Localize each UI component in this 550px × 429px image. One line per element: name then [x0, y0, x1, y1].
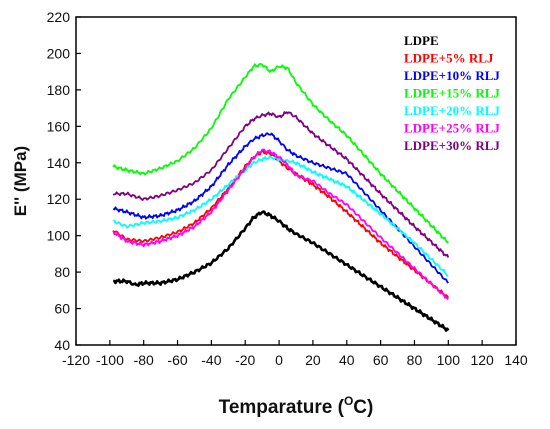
legend-entry-3: LDPE+15% RLJ — [404, 86, 500, 101]
x-axis-title-main: Temparature ( — [219, 397, 345, 418]
y-tick-label: 120 — [47, 191, 71, 207]
legend-entry-1: LDPE+5% RLJ — [404, 51, 494, 66]
x-axis-title-unit: C) — [353, 397, 373, 418]
y-tick-label: 160 — [47, 118, 71, 134]
legend-entry-0: LDPE — [404, 33, 439, 48]
x-tick-label: -120 — [62, 352, 90, 368]
plot-frame — [75, 16, 517, 346]
legend-entry-6: LDPE+30% RLJ — [404, 138, 500, 153]
x-tick-label: 20 — [305, 352, 321, 368]
y-tick-label: 60 — [54, 301, 70, 317]
series-line-6 — [112, 111, 450, 258]
y-tick-label: 200 — [47, 45, 71, 61]
x-tick-label: 100 — [437, 352, 461, 368]
y-tick-label: 140 — [47, 155, 71, 171]
y-axis-title: E'' (MPa) — [11, 146, 30, 216]
y-tick-label: 40 — [54, 337, 70, 353]
x-axis-title: Temparature (OC) — [219, 394, 374, 418]
series-line-3 — [112, 63, 449, 244]
x-tick-label: -40 — [201, 352, 221, 368]
x-tick-label: -20 — [235, 352, 255, 368]
series-line-2 — [112, 132, 449, 284]
series-line-5 — [112, 148, 449, 301]
y-tick-label: 220 — [47, 9, 71, 25]
x-tick-label: 60 — [373, 352, 389, 368]
legend-entry-5: LDPE+25% RLJ — [404, 121, 500, 136]
y-tick-label: 80 — [54, 264, 70, 280]
legend-entry-2: LDPE+10% RLJ — [404, 68, 500, 83]
y-tick-label: 180 — [47, 82, 71, 98]
axis-ticks: -120 -100 -80 -60 -40 -20 0 20 40 60 80 100 120 140 40… — [47, 9, 528, 368]
series-line-0 — [113, 210, 450, 332]
legend: LDPE LDPE+5% RLJ LDPE+10% RLJ LDPE+15% RLJ L… — [404, 33, 500, 153]
x-axis-title-sup: O — [344, 394, 353, 408]
x-tick-label: 120 — [470, 352, 494, 368]
legend-entry-4: LDPE+20% RLJ — [404, 103, 500, 118]
series-line-4 — [112, 155, 449, 277]
series-line-1 — [112, 149, 450, 299]
y-tick-label: 100 — [47, 228, 71, 244]
x-tick-label: 80 — [407, 352, 423, 368]
x-tick-label: 40 — [339, 352, 355, 368]
series-lines — [112, 63, 450, 332]
x-tick-label: -60 — [167, 352, 187, 368]
x-tick-label: 0 — [275, 352, 283, 368]
x-tick-label: 140 — [504, 352, 528, 368]
x-tick-label: -80 — [134, 352, 154, 368]
x-tick-label: -100 — [96, 352, 124, 368]
